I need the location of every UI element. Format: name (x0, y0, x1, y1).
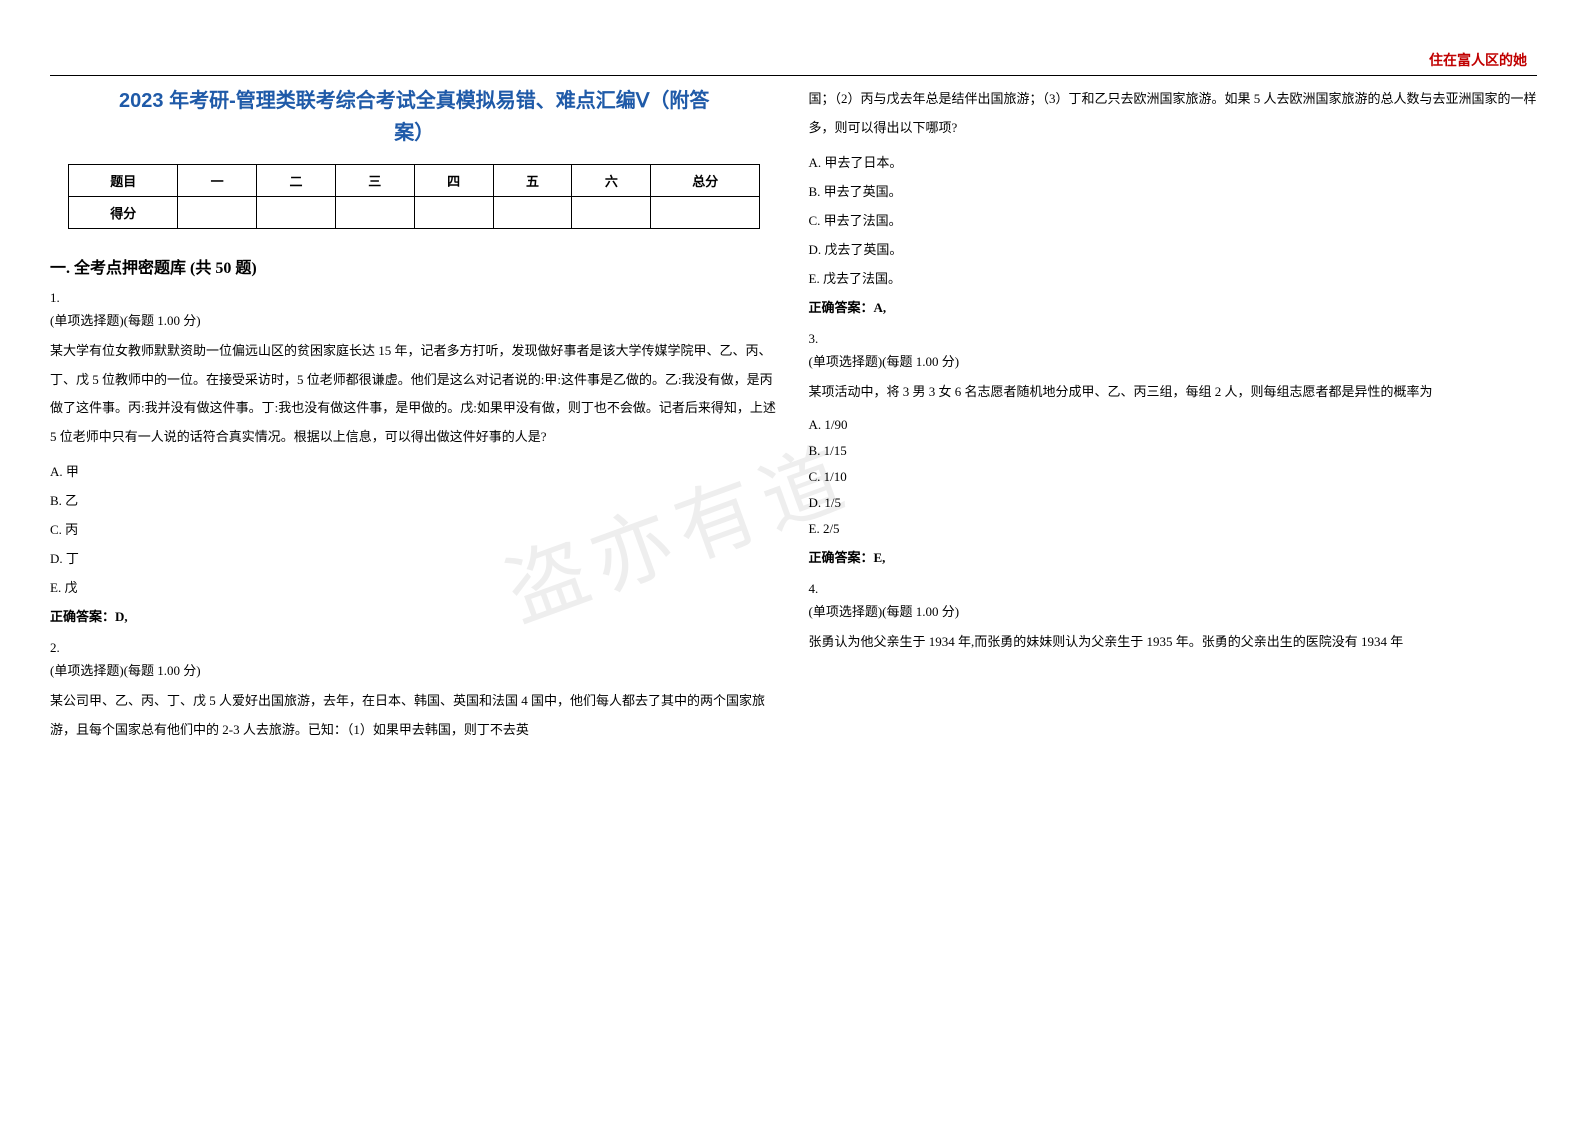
q1-type: (单项选择题)(每题 1.00 分) (50, 310, 779, 329)
q1-option-a: A. 甲 (50, 461, 779, 480)
th-2: 二 (257, 165, 336, 197)
header-divider (50, 75, 1537, 76)
q3-text: 某项活动中，将 3 男 3 女 6 名志愿者随机地分成甲、乙、丙三组，每组 2 … (809, 378, 1538, 407)
q1-number: 1. (50, 290, 779, 306)
q3-option-c: C. 1/10 (809, 469, 1538, 485)
cell (572, 197, 651, 229)
th-4: 四 (414, 165, 493, 197)
q3-option-e: E. 2/5 (809, 521, 1538, 537)
left-column: 2023 年考研-管理类联考综合考试全真模拟易错、难点汇编Ⅴ（附答 案） 题目 … (50, 85, 779, 751)
cell (651, 197, 760, 229)
cell (178, 197, 257, 229)
cell (493, 197, 572, 229)
q3-option-d: D. 1/5 (809, 495, 1538, 511)
q3-option-b: B. 1/15 (809, 443, 1538, 459)
score-table: 题目 一 二 三 四 五 六 总分 得分 (68, 164, 760, 229)
q1-option-b: B. 乙 (50, 490, 779, 509)
q3-number: 3. (809, 331, 1538, 347)
q3-answer: 正确答案：E, (809, 547, 1538, 566)
cell (335, 197, 414, 229)
th-7: 总分 (651, 165, 760, 197)
q3-type: (单项选择题)(每题 1.00 分) (809, 351, 1538, 370)
q4-type: (单项选择题)(每题 1.00 分) (809, 601, 1538, 620)
title-line-2: 案） (394, 122, 434, 144)
q2-text: 某公司甲、乙、丙、丁、戊 5 人爱好出国旅游，去年，在日本、韩国、英国和法国 4… (50, 687, 779, 744)
q2-option-e: E. 戊去了法国。 (809, 268, 1538, 287)
q2-continuation-text: 国；（2）丙与戊去年总是结伴出国旅游；（3）丁和乙只去欧洲国家旅游。如果 5 人… (809, 85, 1538, 142)
q2-number: 2. (50, 640, 779, 656)
q2-option-d: D. 戊去了英国。 (809, 239, 1538, 258)
th-6: 六 (572, 165, 651, 197)
header-corner-text: 住在富人区的她 (1429, 50, 1527, 70)
th-0: 题目 (69, 165, 178, 197)
table-header-row: 题目 一 二 三 四 五 六 总分 (69, 165, 760, 197)
cell (414, 197, 493, 229)
th-5: 五 (493, 165, 572, 197)
q4-number: 4. (809, 581, 1538, 597)
q2-option-b: B. 甲去了英国。 (809, 181, 1538, 200)
row-label: 得分 (69, 197, 178, 229)
q1-option-e: E. 戊 (50, 577, 779, 596)
right-column: 国；（2）丙与戊去年总是结伴出国旅游；（3）丁和乙只去欧洲国家旅游。如果 5 人… (809, 85, 1538, 751)
th-3: 三 (335, 165, 414, 197)
q2-option-a: A. 甲去了日本。 (809, 152, 1538, 171)
document-title: 2023 年考研-管理类联考综合考试全真模拟易错、难点汇编Ⅴ（附答 案） (50, 85, 779, 149)
q2-option-c: C. 甲去了法国。 (809, 210, 1538, 229)
q1-option-d: D. 丁 (50, 548, 779, 567)
two-column-layout: 2023 年考研-管理类联考综合考试全真模拟易错、难点汇编Ⅴ（附答 案） 题目 … (50, 85, 1537, 751)
q1-text: 某大学有位女教师默默资助一位偏远山区的贫困家庭长达 15 年，记者多方打听，发现… (50, 337, 779, 451)
q1-answer: 正确答案：D, (50, 606, 779, 625)
q2-answer: 正确答案：A, (809, 297, 1538, 316)
title-line-1: 2023 年考研-管理类联考综合考试全真模拟易错、难点汇编Ⅴ（附答 (119, 90, 709, 112)
q2-type: (单项选择题)(每题 1.00 分) (50, 660, 779, 679)
table-score-row: 得分 (69, 197, 760, 229)
section-heading: 一. 全考点押密题库 (共 50 题) (50, 254, 779, 278)
q1-option-c: C. 丙 (50, 519, 779, 538)
q4-text: 张勇认为他父亲生于 1934 年,而张勇的妹妹则认为父亲生于 1935 年。张勇… (809, 628, 1538, 657)
cell (257, 197, 336, 229)
th-1: 一 (178, 165, 257, 197)
q3-option-a: A. 1/90 (809, 417, 1538, 433)
